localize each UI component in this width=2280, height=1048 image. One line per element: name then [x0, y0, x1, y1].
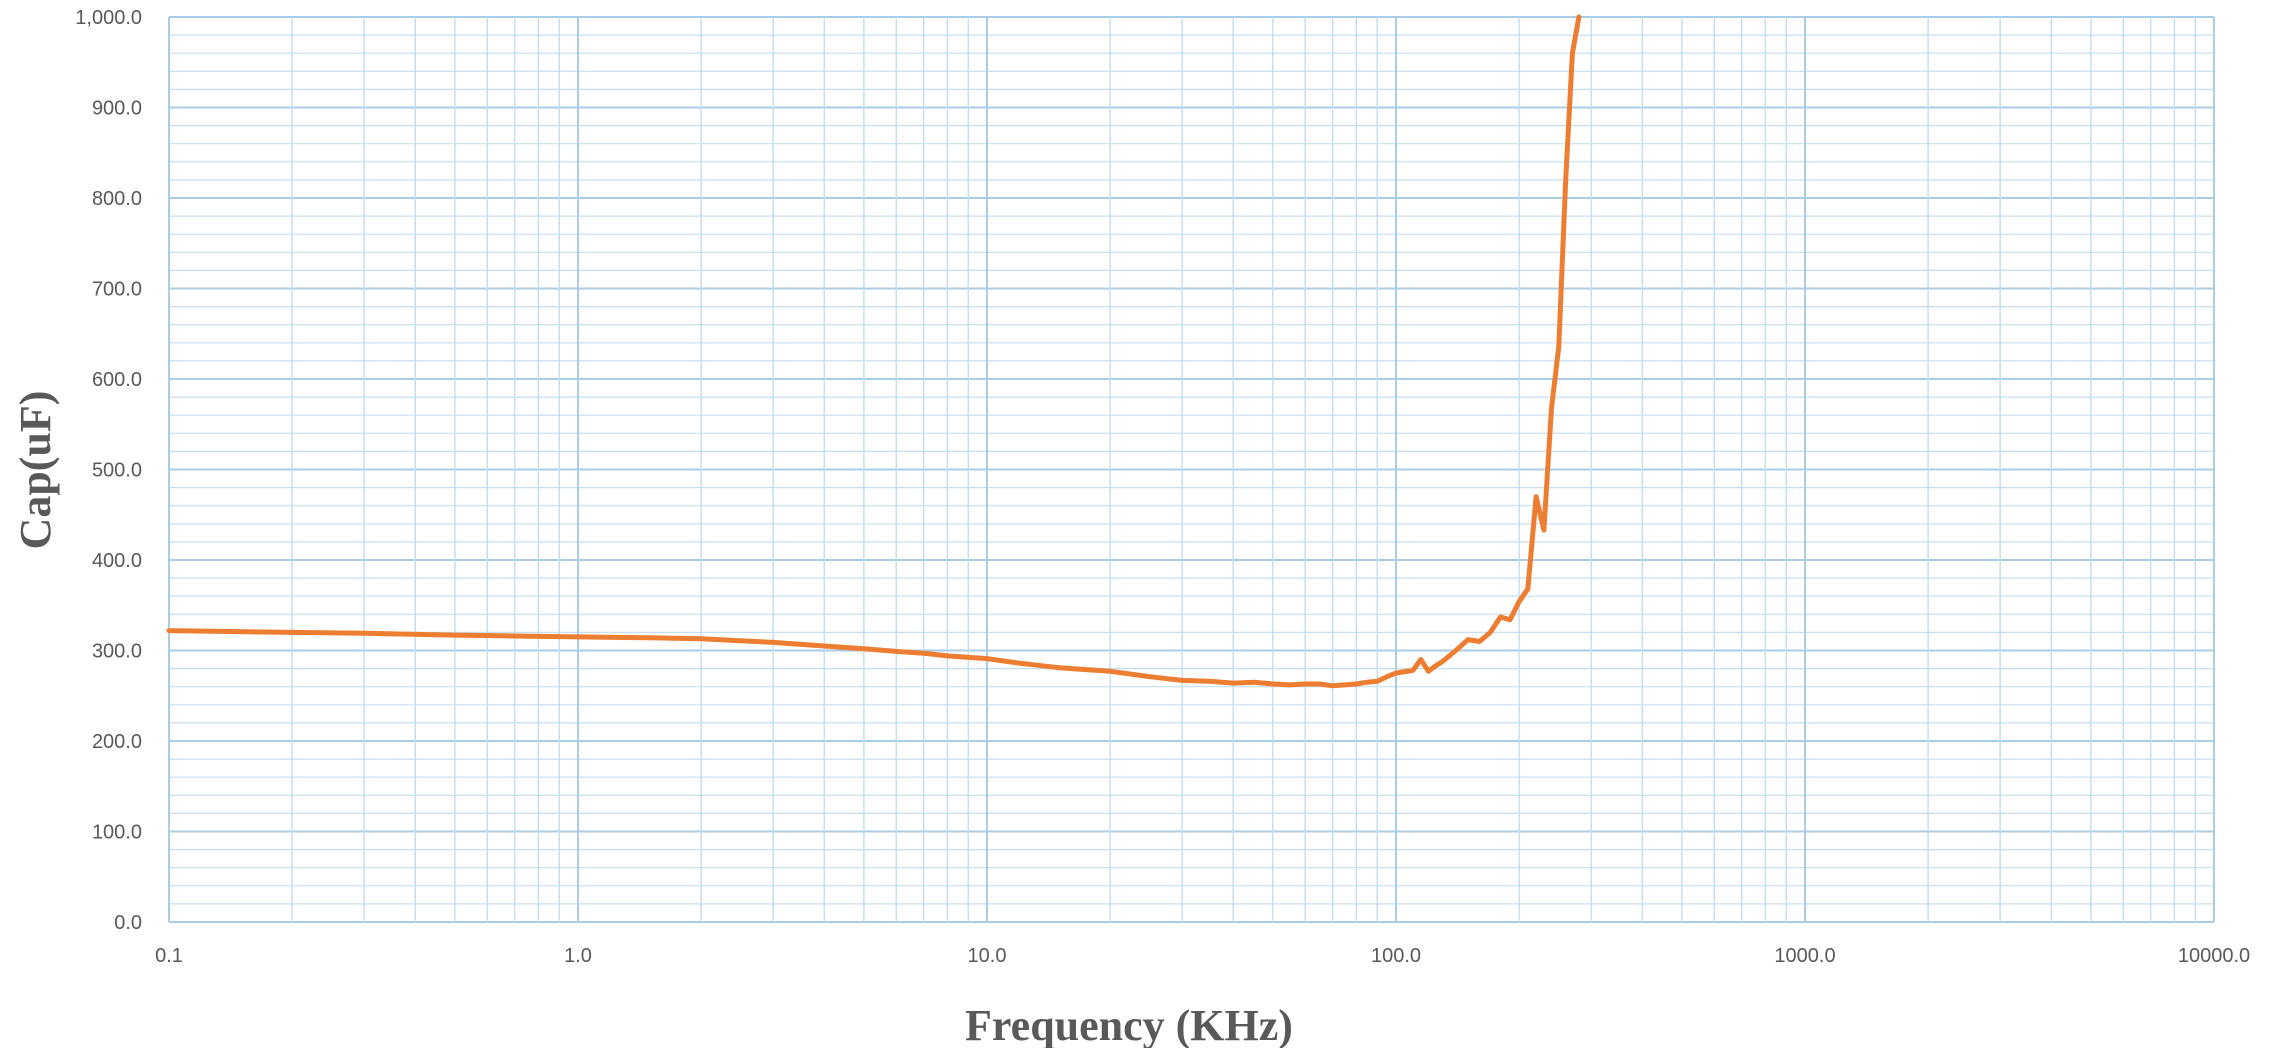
y-tick-label: 500.0: [92, 460, 142, 482]
y-tick-label: 1,000.0: [75, 7, 142, 29]
y-tick-label: 400.0: [92, 550, 142, 572]
x-tick-label: 10000.0: [2178, 945, 2250, 967]
x-tick-label: 0.1: [155, 945, 183, 967]
x-tick-label: 10.0: [968, 945, 1007, 967]
chart-grid: [168, 16, 2215, 923]
series-line: [166, 14, 1582, 689]
y-tick-label: 800.0: [92, 188, 142, 210]
x-tick-label: 1.0: [564, 945, 592, 967]
y-tick-label: 0.0: [114, 912, 142, 934]
y-tick-label: 600.0: [92, 369, 142, 391]
y-tick-label: 100.0: [92, 822, 142, 844]
x-axis-title: Frequency (KHz): [965, 1001, 1293, 1048]
y-tick-label: 300.0: [92, 641, 142, 663]
x-axis-ticks: 0.1 1.0 10.0 100.0 1000.0 10000.0: [155, 945, 2250, 967]
y-axis-title: Cap(uF): [11, 391, 60, 550]
y-axis-ticks: 0.0 100.0 200.0 300.0 400.0 500.0 600.0 700.0 80…: [75, 7, 142, 934]
y-tick-label: 200.0: [92, 731, 142, 753]
x-tick-label: 1000.0: [1774, 945, 1835, 967]
y-tick-label: 900.0: [92, 98, 142, 120]
y-tick-label: 700.0: [92, 279, 142, 301]
chart-series: [166, 14, 1582, 689]
x-tick-label: 100.0: [1371, 945, 1421, 967]
